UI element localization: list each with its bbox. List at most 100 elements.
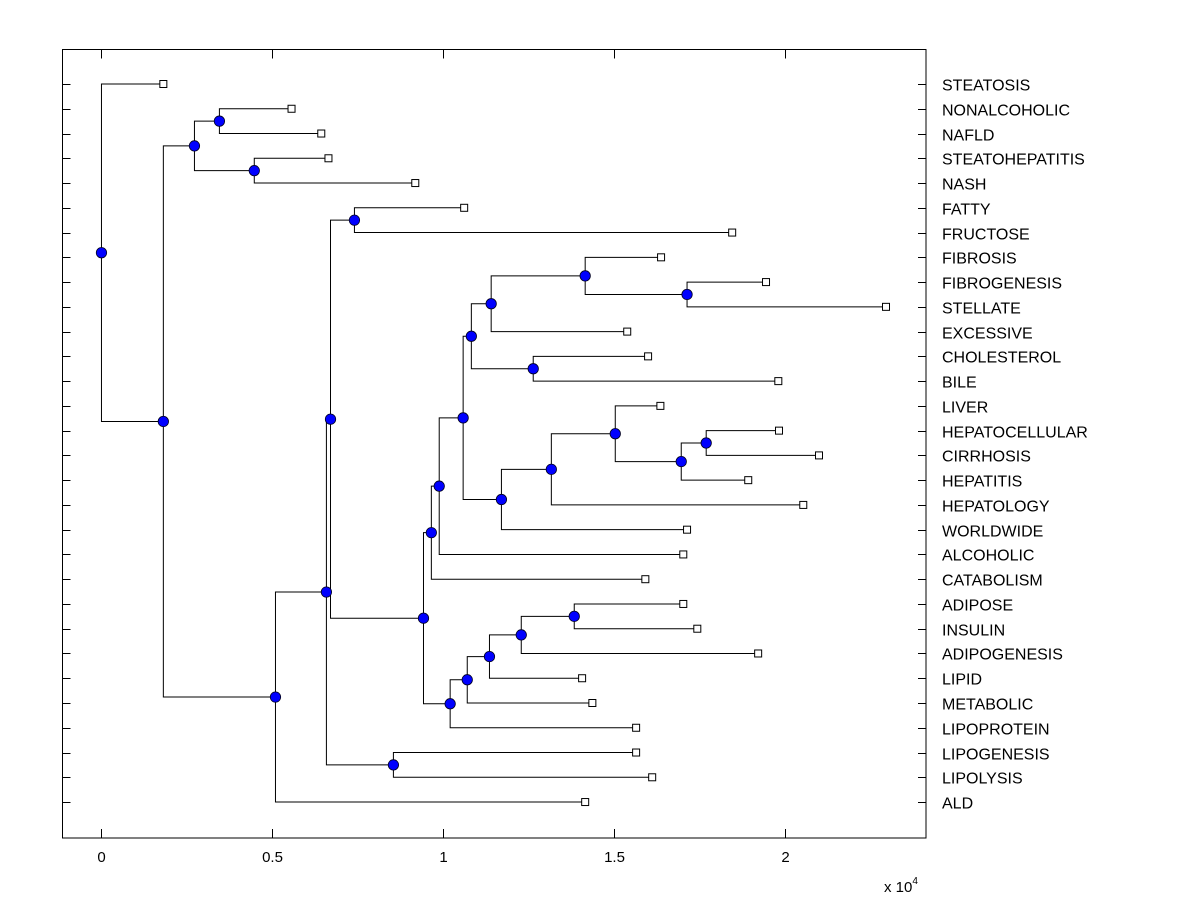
branch-link (466, 679, 593, 704)
leaf-labels: STEATOSIS NONALCOHOLIC NAFLD STEATOHEPATITI… (942, 78, 1088, 813)
leaf-label: LIPOPROTEIN (942, 722, 1050, 739)
x-axis-ticks: 0 0.5 1 1.5 2 (97, 49, 790, 866)
branch-link (438, 417, 464, 487)
leaf-label: STEATOSIS (942, 78, 1030, 95)
branch-link (680, 442, 707, 462)
leaf-marker (744, 476, 753, 485)
x-multiplier-base: x 10 (884, 879, 912, 896)
internal-node-marker (95, 247, 108, 259)
leaf-marker (324, 154, 333, 163)
branch-link (449, 679, 468, 704)
leaf-marker (656, 401, 665, 410)
internal-node-marker (387, 759, 400, 771)
internal-node-marker (579, 270, 591, 282)
leaf-label: METABOLIC (942, 697, 1033, 714)
y-axis-ticks (62, 84, 926, 803)
branch-link (193, 120, 220, 146)
internal-node-marker (495, 493, 508, 506)
leaf-marker (588, 699, 597, 707)
leaf-marker (644, 352, 653, 361)
internal-node-marker (433, 480, 445, 492)
internal-node-marker (457, 412, 469, 424)
internal-node-marker (568, 610, 580, 622)
branch-link (584, 256, 662, 276)
leaf-marker (679, 599, 688, 608)
leaf-marker (632, 723, 641, 732)
branch-link (550, 469, 804, 506)
leaf-label: ADIPOSE (942, 598, 1013, 615)
branch-link (162, 145, 195, 422)
leaf-label: LIPOLYSIS (942, 771, 1023, 788)
branch-link (466, 656, 490, 680)
leaf-label: HEPATOLOGY (942, 499, 1050, 516)
leaf-label: CATABOLISM (942, 573, 1043, 590)
branch-link (100, 252, 164, 422)
branch-link (162, 421, 276, 698)
internal-node-marker (527, 363, 539, 375)
leaf-marker (882, 302, 891, 311)
leaf-marker (774, 377, 783, 386)
branch-link (584, 275, 688, 295)
leaf-marker (460, 203, 469, 212)
dendrogram-nodes (95, 115, 712, 771)
leaf-marker (775, 426, 784, 435)
branch-link (488, 634, 522, 657)
branch-link (330, 419, 424, 619)
internal-node-marker (269, 691, 282, 703)
leaf-label: NONALCOHOLIC (942, 103, 1070, 120)
leaf-label: ALCOHOLIC (942, 548, 1034, 565)
leaf-marker (623, 327, 632, 336)
leaf-marker (581, 798, 590, 807)
branch-link (500, 499, 688, 531)
leaf-label: CHOLESTEROL (942, 350, 1061, 367)
internal-node-marker (681, 288, 693, 301)
leaf-label: EXCESSIVE (942, 326, 1033, 343)
dendrogram-leaf-markers (159, 80, 891, 807)
x-tick-label: 0 (97, 849, 105, 866)
leaf-marker (799, 500, 808, 509)
leaf-marker (657, 253, 666, 262)
branch-link (500, 468, 552, 500)
branch-link (438, 486, 684, 555)
branch-link (274, 697, 586, 803)
internal-node-marker (213, 115, 226, 127)
branch-link (274, 591, 327, 698)
branch-link (325, 592, 394, 766)
leaf-label: NAFLD (942, 128, 994, 145)
branch-link (614, 433, 682, 463)
branch-link (422, 618, 451, 705)
internal-node-marker (675, 455, 687, 468)
internal-node-marker (515, 629, 527, 641)
internal-node-marker (425, 527, 437, 539)
leaf-marker (754, 649, 763, 658)
leaf-marker (159, 80, 168, 88)
leaf-label: HEPATITIS (942, 474, 1022, 491)
internal-node-marker (461, 674, 473, 686)
leaf-label: STEATOHEPATITIS (942, 152, 1085, 169)
leaf-label: ADIPOGENESIS (942, 647, 1063, 664)
x-tick-label: 1 (439, 849, 447, 866)
leaf-marker (317, 129, 326, 138)
internal-node-marker (248, 165, 260, 177)
branch-link (470, 336, 534, 370)
leaf-marker (683, 525, 692, 534)
leaf-label: FRUCTOSE (942, 227, 1030, 244)
x-tick-label: 2 (781, 849, 789, 866)
leaf-label: FATTY (942, 202, 991, 219)
internal-node-marker (465, 330, 477, 342)
leaf-marker (693, 624, 702, 633)
leaf-label: FIBROSIS (942, 251, 1017, 268)
internal-node-marker (324, 413, 337, 425)
leaf-label: LIPOGENESIS (942, 747, 1050, 764)
leaf-label: NASH (942, 177, 986, 194)
leaf-label: LIPID (942, 672, 982, 689)
leaf-marker (578, 674, 587, 683)
branch-link (193, 145, 255, 172)
branch-link (490, 303, 628, 333)
axes-frame (62, 49, 927, 839)
internal-node-marker (320, 586, 333, 598)
branch-link (330, 219, 355, 420)
leaf-label: WORLDWIDE (942, 524, 1043, 541)
